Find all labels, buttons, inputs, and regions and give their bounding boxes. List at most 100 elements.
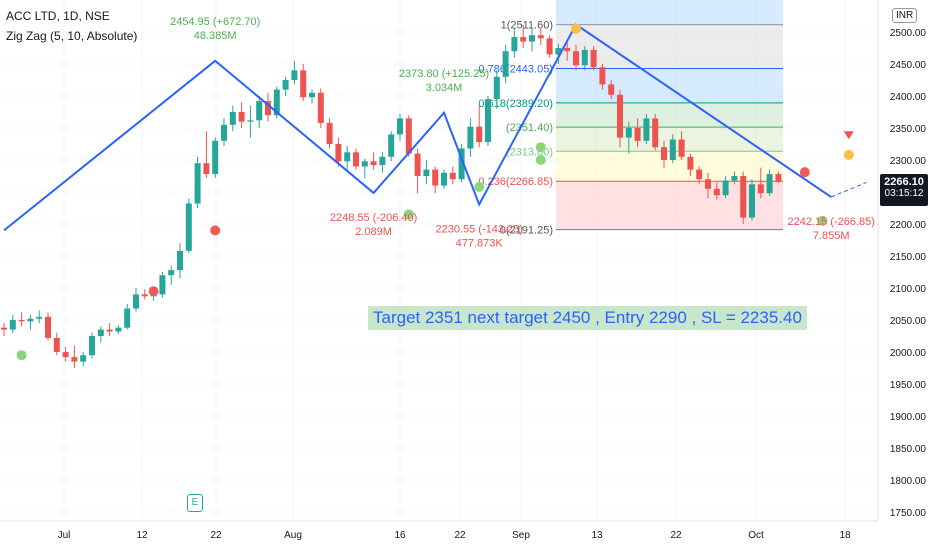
fib-zone [556,68,783,103]
trade-plan-note[interactable]: Target 2351 next target 2450 , Entry 229… [368,306,807,330]
candle-body [696,169,703,180]
currency-label[interactable]: INR [892,8,918,23]
candle-body [229,112,236,125]
candle-body [546,38,553,55]
candle [696,166,703,185]
candle-body [9,320,16,330]
candle-body [775,174,782,182]
signal-dot [843,149,854,160]
signal-dot [799,167,810,178]
candle-body [18,320,25,322]
candle-body [432,169,439,186]
candle-body [282,80,289,90]
zigzag-projection [831,181,867,198]
candle-body [124,308,131,328]
candle [159,272,166,298]
candle-body [1,327,7,330]
zigzag-pivot-label: 2230.55 (-143.25) [435,223,522,235]
candle-body [353,152,359,167]
candle [229,105,236,132]
candle [62,346,69,362]
price-tick-label: 1800.00 [890,476,927,487]
candle [326,118,333,149]
candle-body [212,140,219,175]
candle-body [291,70,298,80]
candle-body [467,126,474,149]
fib-zone [556,127,783,152]
candle [344,145,351,172]
candle-body [573,51,579,66]
fib-level-label: 1(2511.60) [501,20,553,32]
candle [722,176,729,199]
symbol-legend[interactable]: ACC LTD, 1D, NSE [6,9,110,23]
candle [379,152,386,173]
price-tick-label: 1900.00 [890,412,927,423]
candle [1,323,7,336]
zigzag-volume-label: 48.385M [194,30,237,42]
candle [546,35,553,58]
candle [203,131,210,178]
signal-markers [16,23,854,361]
candle-body [159,275,166,295]
candle-body [599,67,606,85]
zigzag-pivot-label: 2454.95 (+672.70) [170,16,260,28]
signal-dot [535,142,546,153]
candle [361,158,368,178]
candle-body [749,184,755,218]
candle [106,323,113,336]
time-tick-label: 18 [839,530,851,541]
signal-dot [474,181,485,192]
candle [441,169,447,189]
candle-body [45,316,51,338]
candle-body [247,120,254,122]
candle [449,166,456,185]
candle [678,131,685,160]
candle-body [661,147,667,160]
candle [27,314,34,330]
candle-body [581,49,588,66]
candle-body [80,355,87,362]
candle-body [256,101,263,121]
candle [45,312,51,341]
candle [555,43,562,64]
signal-dot [210,225,221,236]
candle [432,166,439,194]
candle-body [502,51,509,77]
price-tick-label: 2050.00 [890,316,927,327]
candle [511,28,518,58]
candle [687,153,694,176]
candle-body [203,163,210,175]
price-tick-label: 2300.00 [890,156,927,167]
candle [766,169,773,196]
candle [115,325,122,335]
candle [520,24,527,48]
candle-body [757,184,764,194]
time-tick-label: 16 [394,530,406,541]
zigzag-labels: 2454.95 (+672.70) 48.385M 2248.55 (-206.40… [170,16,875,250]
candle [71,345,78,368]
candle-body [141,294,148,297]
indicator-legend[interactable]: Zig Zag (5, 10, Absolute) [6,29,138,43]
events-icon[interactable]: E [187,494,203,512]
candle-body [344,152,351,162]
price-axis-bg [878,0,932,550]
candle [405,115,412,157]
candle [53,332,60,356]
candle [458,144,465,183]
candle-body [555,48,562,55]
price-tick-label: 2450.00 [890,60,927,71]
candle [537,28,544,45]
candle-body [740,176,747,218]
price-tick-label: 2000.00 [890,348,927,359]
candle [590,46,597,71]
candle-body [185,203,192,251]
candle [124,304,131,330]
candle-body [379,156,386,166]
candle [502,44,509,84]
candle [309,89,315,104]
candle [757,167,764,199]
fib-level-label: (2313.60) [506,146,553,158]
candle [18,312,25,327]
fib-zone [556,0,783,25]
